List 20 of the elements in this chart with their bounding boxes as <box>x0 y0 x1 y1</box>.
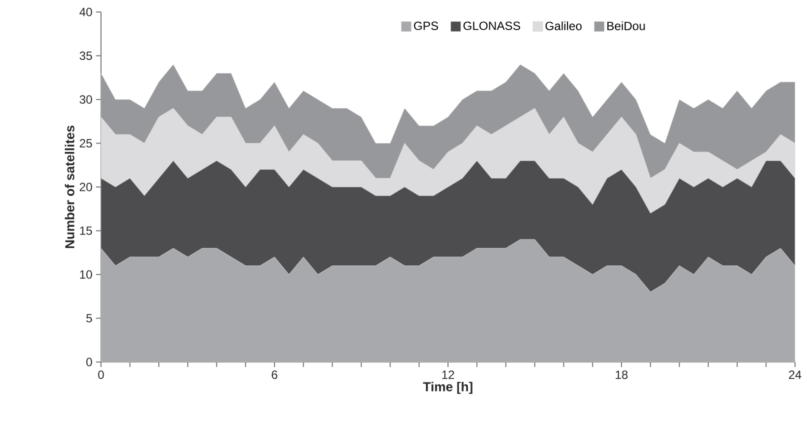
y-tick-label: 35 <box>80 52 92 60</box>
y-tick-label: 25 <box>80 139 92 148</box>
legend-label: GLONASS <box>463 22 520 30</box>
x-tick-label: 18 <box>616 370 628 379</box>
x-tick-label: 0 <box>98 370 104 379</box>
legend-label: GPS <box>414 22 438 30</box>
x-tick-label: 12 <box>442 370 454 379</box>
legend-label: BeiDou <box>607 21 645 30</box>
legend-label: Galileo <box>546 21 582 30</box>
y-tick-label: 30 <box>80 95 92 104</box>
y-tick-label: 40 <box>79 8 92 16</box>
y-tick-label: 15 <box>80 226 92 235</box>
y-tick-label: 20 <box>80 182 92 192</box>
x-tick-label: 6 <box>272 370 278 379</box>
x-axis-title: Time [h] <box>423 382 472 394</box>
y-axis-title: Number of satellites <box>64 126 74 248</box>
x-tick-label: 24 <box>788 370 802 379</box>
y-tick-label: 0 <box>86 358 92 366</box>
y-tick-label: 10 <box>80 270 92 279</box>
y-tick-label: 5 <box>86 314 92 322</box>
